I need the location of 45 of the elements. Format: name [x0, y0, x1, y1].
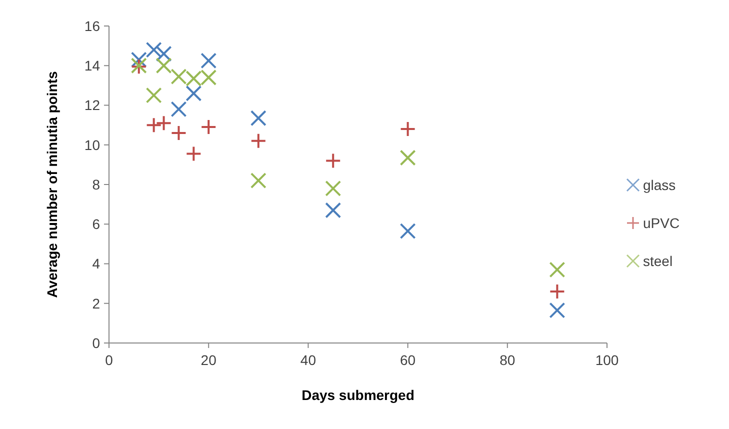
- point: [170, 124, 187, 141]
- y-tick-label: 0: [92, 334, 100, 351]
- y-tick-label: 16: [84, 18, 100, 34]
- x-tick-label: 80: [500, 352, 516, 368]
- point: [250, 172, 266, 189]
- legend-label: steel: [643, 252, 673, 269]
- point: [186, 146, 202, 162]
- point: [146, 117, 162, 134]
- point: [200, 119, 217, 136]
- point: [250, 132, 266, 149]
- legend-label: glass: [643, 176, 676, 193]
- y-tick-label: 8: [92, 176, 100, 192]
- point: [400, 121, 416, 138]
- point: [325, 152, 342, 169]
- y-tick-label: 14: [84, 58, 100, 74]
- x-tick-label: 20: [200, 352, 217, 368]
- point: [200, 52, 217, 69]
- point: [156, 58, 172, 74]
- legend-label: uPVC: [643, 214, 680, 231]
- point: [130, 52, 147, 68]
- point: [170, 101, 187, 118]
- x-tick-label: 40: [300, 352, 316, 368]
- point: [156, 46, 172, 62]
- x-tick-label: 100: [595, 352, 619, 368]
- point: [156, 115, 172, 132]
- point: [325, 180, 342, 196]
- point: [400, 150, 416, 166]
- point: [146, 87, 162, 104]
- y-tick-label: 4: [92, 256, 100, 272]
- point: [549, 283, 566, 300]
- point: [400, 223, 416, 240]
- x-tick-label: 0: [105, 352, 114, 368]
- x-tick-label: 60: [400, 352, 416, 368]
- point: [186, 85, 202, 102]
- point: [325, 202, 342, 218]
- y-tick-label: 6: [92, 216, 100, 232]
- y-axis-title: Average number of minutia points: [44, 70, 60, 298]
- x-axis-title: Days submerged: [302, 387, 414, 403]
- point: [549, 262, 566, 278]
- point: [549, 302, 566, 318]
- point: [146, 42, 162, 58]
- point: [250, 110, 266, 126]
- y-tick-label: 12: [84, 97, 100, 114]
- y-tick-label: 10: [84, 136, 100, 153]
- y-tick-label: 2: [92, 295, 100, 312]
